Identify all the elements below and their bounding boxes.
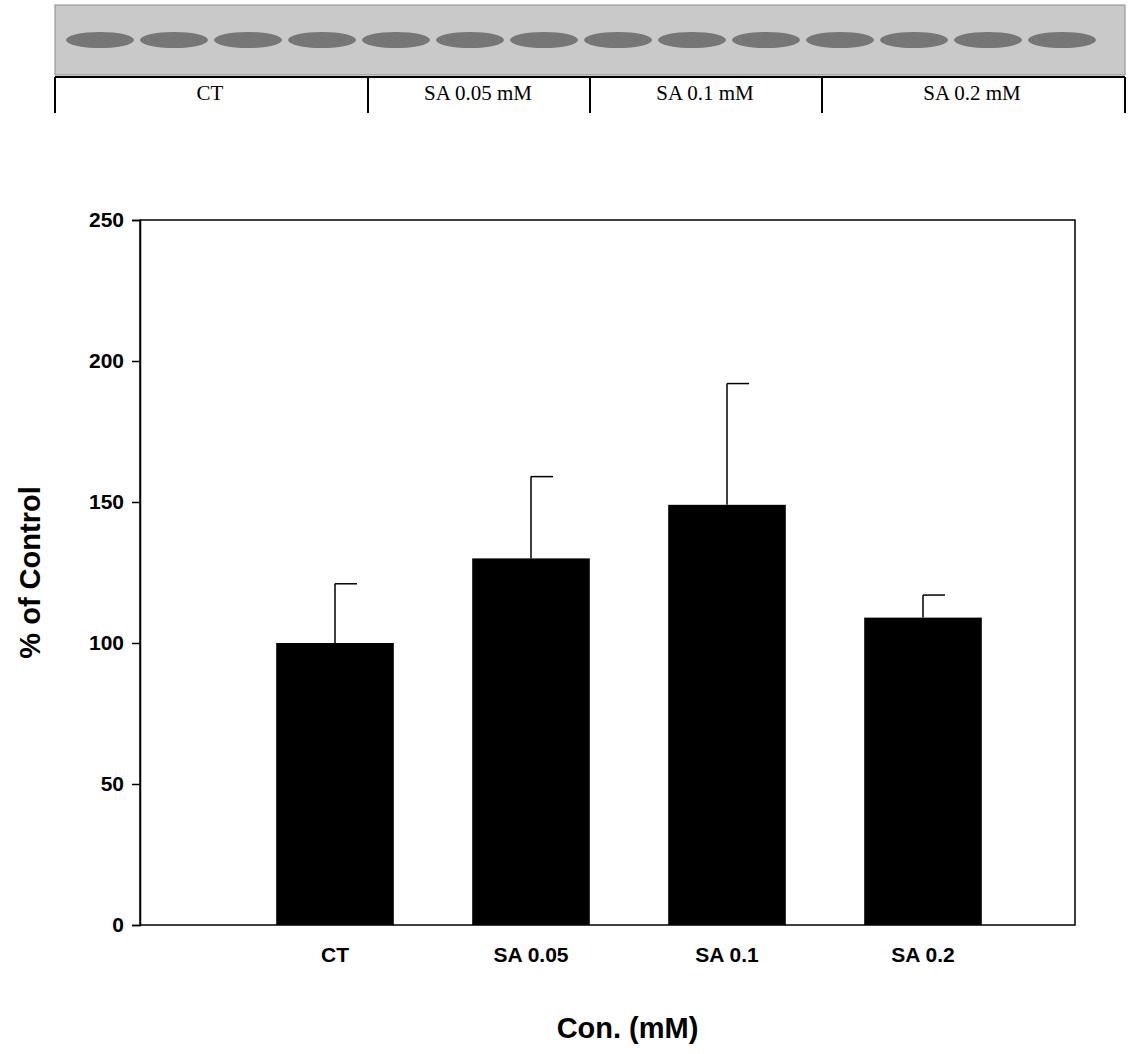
blot-band — [436, 32, 504, 48]
chart: CT SA 0.05 mM SA 0.1 mM SA 0.2 mM 0 50 100 150 2… — [0, 0, 1140, 1054]
error-bar-cap — [335, 583, 357, 585]
error-bar-stem — [726, 384, 728, 505]
blot-divider — [589, 77, 591, 113]
y-tick-label: 50 — [101, 772, 124, 795]
blot-label: SA 0.2 mM — [923, 81, 1021, 105]
bar — [276, 643, 394, 925]
blot-divider — [54, 77, 56, 113]
blot-label: CT — [197, 81, 224, 105]
bar — [472, 558, 590, 925]
error-bar-cap — [531, 476, 553, 478]
y-tick-label: 0 — [112, 913, 124, 936]
blot-band — [806, 32, 874, 48]
y-tick-mark — [132, 643, 140, 645]
x-tick-label: SA 0.05 — [493, 943, 568, 966]
blot-divider — [367, 77, 369, 113]
x-tick: SA 0.1 — [695, 925, 759, 966]
y-axis: 0 50 100 150 200 250 — [89, 208, 141, 936]
error-bar-cap — [727, 383, 749, 385]
y-tick: 200 — [89, 349, 140, 372]
blot-band — [658, 32, 726, 48]
error-bar — [727, 384, 749, 505]
y-tick: 100 — [89, 631, 140, 654]
y-tick-mark — [132, 361, 140, 363]
x-tick-label: SA 0.1 — [695, 943, 759, 966]
error-bar — [335, 584, 357, 643]
bar — [668, 505, 786, 925]
blot-label: SA 0.1 mM — [656, 81, 754, 105]
blot-divider — [1124, 77, 1126, 113]
x-axis-line — [238, 925, 1022, 926]
x-tick-label: SA 0.2 — [891, 943, 954, 966]
error-bar-stem — [922, 595, 924, 618]
x-tick: CT — [321, 925, 349, 966]
blot-band — [140, 32, 208, 48]
x-axis-title: Con. (mM) — [557, 1012, 699, 1044]
y-tick-mark — [132, 502, 140, 504]
bar — [864, 618, 982, 925]
blot: CT SA 0.05 mM SA 0.1 mM SA 0.2 mM — [55, 5, 1125, 113]
blot-band — [66, 32, 134, 48]
plot-marks — [276, 384, 982, 925]
x-axis: CT SA 0.05 SA 0.1 SA 0.2 — [238, 925, 1022, 966]
blot-band — [584, 32, 652, 48]
blot-band — [214, 32, 282, 48]
blot-band — [954, 32, 1022, 48]
x-tick-label: CT — [321, 943, 349, 966]
y-tick: 250 — [89, 208, 140, 231]
error-bar — [923, 595, 945, 618]
y-tick-mark — [132, 220, 140, 222]
y-tick: 150 — [89, 490, 140, 513]
y-tick-mark — [132, 784, 140, 786]
y-tick: 0 — [112, 913, 140, 936]
y-tick-mark — [132, 925, 140, 927]
error-bar-stem — [530, 477, 532, 559]
blot-band — [1028, 32, 1096, 48]
y-tick-label: 250 — [89, 208, 124, 231]
blot-band — [288, 32, 356, 48]
blot-label: SA 0.05 mM — [424, 81, 532, 105]
x-tick: SA 0.05 — [493, 925, 568, 966]
blot-band — [510, 32, 578, 48]
blot-background — [55, 5, 1125, 75]
error-bar-stem — [334, 584, 336, 643]
error-bar-cap — [923, 594, 945, 596]
blot-band — [732, 32, 800, 48]
y-tick-label: 150 — [89, 490, 124, 513]
y-tick-label: 100 — [89, 631, 124, 654]
error-bar — [531, 477, 553, 559]
y-tick: 50 — [101, 772, 140, 795]
y-tick-label: 200 — [89, 349, 124, 372]
x-tick: SA 0.2 — [891, 925, 954, 966]
blot-divider — [821, 77, 823, 113]
blot-band — [880, 32, 948, 48]
blot-band — [362, 32, 430, 48]
y-axis-line — [132, 221, 141, 926]
y-axis-title: % of Control — [14, 486, 46, 658]
plot-frame — [140, 220, 1075, 925]
